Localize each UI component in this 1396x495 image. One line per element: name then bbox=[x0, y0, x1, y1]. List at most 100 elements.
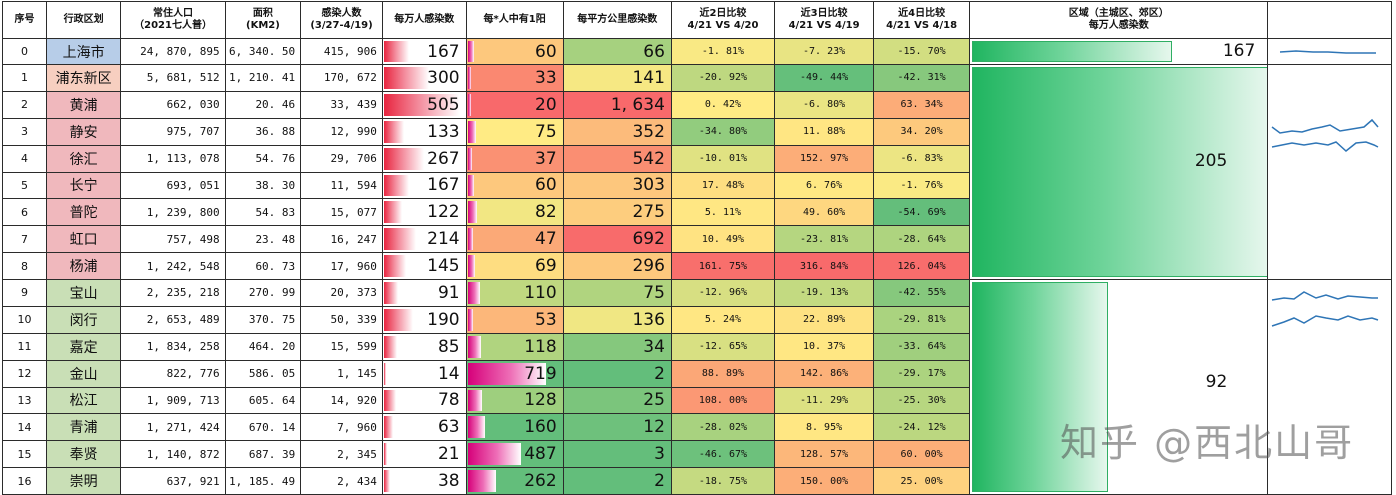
area-cell: 270. 99 bbox=[224, 279, 302, 307]
infections-cell: 15, 077 bbox=[300, 198, 383, 227]
district-name: 杨浦 bbox=[45, 252, 122, 280]
ratio-value: 69 bbox=[535, 256, 557, 277]
ratio-databar bbox=[467, 282, 480, 304]
ratio-databar bbox=[467, 416, 486, 439]
per-km2-cell: 542 bbox=[562, 144, 672, 173]
ratio-value: 60 bbox=[535, 175, 557, 196]
compare-c3-cell: 11. 88% bbox=[774, 117, 875, 146]
table-row: 10 闵行 2, 653, 489 370. 75 50, 339 190 53 136 5. … bbox=[2, 305, 1392, 334]
row-index: 6 bbox=[2, 198, 47, 227]
ratio-cell: 487 bbox=[465, 440, 564, 469]
area-cell: 1, 210. 41 bbox=[224, 64, 302, 92]
per-km2-cell: 141 bbox=[562, 64, 672, 92]
row-index: 8 bbox=[2, 252, 47, 280]
per-10k-cell: 133 bbox=[381, 117, 467, 146]
compare-c2-cell: -20. 92% bbox=[670, 64, 776, 92]
header-row: 序号 行政区划 常住人口 （2021七人普） 面积 (KM2) 感染人数 (3/27-… bbox=[2, 1, 1392, 39]
ratio-value: 118 bbox=[524, 336, 557, 357]
table-row: 12 金山 822, 776 586. 05 1, 145 14 719 2 88. 89% 14… bbox=[2, 359, 1392, 388]
per-10k-databar bbox=[383, 255, 406, 277]
ratio-value: 128 bbox=[524, 390, 557, 411]
compare-c4-cell: 60. 00% bbox=[873, 440, 971, 469]
region-urban-value: 205 bbox=[1194, 151, 1228, 171]
ratio-databar bbox=[467, 255, 476, 277]
compare-c3-cell: 150. 00% bbox=[774, 467, 875, 495]
row-index: 16 bbox=[2, 467, 47, 495]
ratio-databar bbox=[467, 470, 497, 492]
per-10k-value: 21 bbox=[437, 444, 460, 465]
per-10k-value: 14 bbox=[437, 363, 460, 384]
region-suburb-bar bbox=[972, 282, 1108, 492]
area-cell: 54. 76 bbox=[224, 144, 302, 173]
district-name: 崇明 bbox=[45, 467, 122, 495]
ratio-cell: 82 bbox=[465, 198, 564, 227]
header-sparkline bbox=[1267, 1, 1392, 39]
per-10k-value: 190 bbox=[427, 309, 460, 330]
ratio-value: 37 bbox=[535, 148, 557, 169]
ratio-value: 20 bbox=[535, 94, 557, 115]
infections-cell: 50, 339 bbox=[300, 305, 383, 334]
per-10k-databar bbox=[383, 201, 403, 224]
ratio-value: 160 bbox=[524, 417, 557, 438]
per-10k-value: 63 bbox=[437, 417, 460, 438]
district-name: 闵行 bbox=[45, 305, 122, 334]
per-10k-cell: 167 bbox=[381, 171, 467, 200]
compare-c3-cell: -49. 44% bbox=[774, 64, 875, 92]
district-name: 浦东新区 bbox=[45, 64, 122, 92]
row-index: 3 bbox=[2, 117, 47, 146]
per-km2-cell: 3 bbox=[562, 440, 672, 469]
ratio-cell: 33 bbox=[465, 64, 564, 92]
ratio-cell: 262 bbox=[465, 467, 564, 495]
per-10k-value: 505 bbox=[427, 94, 460, 115]
sparkline-suburb-cell bbox=[1267, 279, 1392, 495]
per-km2-cell: 296 bbox=[562, 252, 672, 280]
per-10k-value: 145 bbox=[427, 256, 460, 277]
header-area: 面积 (KM2) bbox=[224, 1, 302, 39]
compare-c2-cell: -12. 96% bbox=[670, 279, 776, 307]
district-name: 徐汇 bbox=[45, 144, 122, 173]
ratio-value: 47 bbox=[535, 229, 557, 250]
row-index: 2 bbox=[2, 90, 47, 119]
infections-cell: 29, 706 bbox=[300, 144, 383, 173]
compare-c4-cell: -25. 30% bbox=[873, 386, 971, 415]
ratio-value: 33 bbox=[535, 67, 557, 88]
compare-c2-cell: -34. 80% bbox=[670, 117, 776, 146]
per-10k-value: 91 bbox=[437, 282, 460, 303]
table-row: 15 奉贤 1, 140, 872 687. 39 2, 345 21 487 3 -46. 6… bbox=[2, 440, 1392, 469]
per-km2-cell: 66 bbox=[562, 38, 672, 65]
population-cell: 2, 235, 218 bbox=[120, 279, 226, 307]
per-10k-databar bbox=[383, 120, 404, 143]
table-row: 9 宝山 2, 235, 218 270. 99 20, 373 91 110 75 -12. … bbox=[2, 279, 1392, 495]
infections-cell: 33, 439 bbox=[300, 90, 383, 119]
ratio-value: 53 bbox=[535, 309, 557, 330]
ratio-value: 75 bbox=[535, 121, 557, 142]
per-10k-databar bbox=[383, 335, 397, 358]
table-row: 11 嘉定 1, 834, 258 464. 20 15, 599 85 118 34 -12.… bbox=[2, 332, 1392, 361]
header-compare-4d: 近4日比较 4/21 VS 4/18 bbox=[873, 1, 971, 39]
table-row: 13 松江 1, 909, 713 605. 64 14, 920 78 128 25 108.… bbox=[2, 386, 1392, 415]
population-cell: 1, 140, 872 bbox=[120, 440, 226, 469]
per-10k-value: 300 bbox=[427, 67, 460, 88]
table-row: 8 杨浦 1, 242, 548 60. 73 17, 960 145 69 296 161. … bbox=[2, 252, 1392, 280]
compare-c3-cell: 10. 37% bbox=[774, 332, 875, 361]
compare-c2-cell: -28. 02% bbox=[670, 413, 776, 442]
area-cell: 670. 14 bbox=[224, 413, 302, 442]
compare-c4-cell: 34. 20% bbox=[873, 117, 971, 146]
infections-cell: 16, 247 bbox=[300, 225, 383, 254]
ratio-value: 487 bbox=[524, 444, 557, 465]
per-km2-cell: 75 bbox=[562, 279, 672, 307]
infections-cell: 12, 990 bbox=[300, 117, 383, 146]
per-10k-databar bbox=[383, 174, 410, 197]
compare-c4-cell: -29. 17% bbox=[873, 359, 971, 388]
header-region: 区域（主城区、郊区） 每万人感染数 bbox=[969, 1, 1269, 39]
per-10k-databar bbox=[383, 147, 425, 170]
area-cell: 586. 05 bbox=[224, 359, 302, 388]
compare-c4-cell: -1. 76% bbox=[873, 171, 971, 200]
ratio-value: 719 bbox=[524, 363, 557, 384]
district-name: 松江 bbox=[45, 386, 122, 415]
row-index: 4 bbox=[2, 144, 47, 173]
compare-c4-cell: 25. 00% bbox=[873, 467, 971, 495]
compare-c2-cell: -46. 67% bbox=[670, 440, 776, 469]
infections-cell: 17, 960 bbox=[300, 252, 383, 280]
compare-c4-cell: -15. 70% bbox=[873, 38, 971, 65]
